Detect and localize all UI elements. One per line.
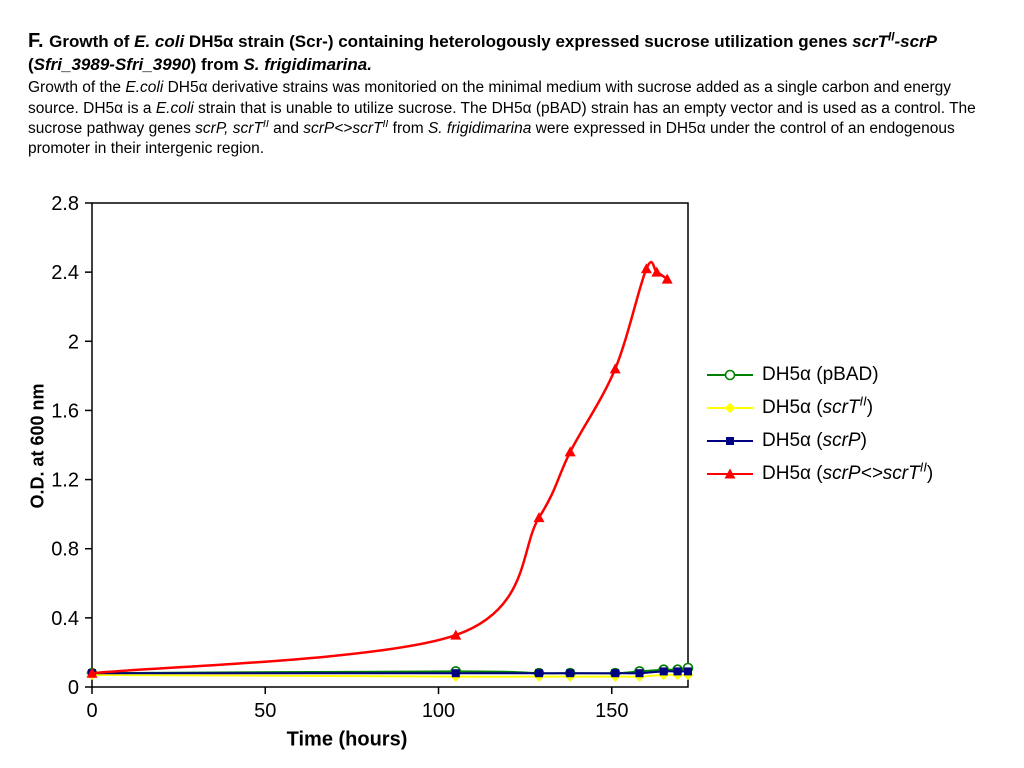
series-marker [661,273,673,284]
legend-swatch [707,468,753,479]
legend-item: DH5α (scrP) [707,430,933,452]
legend-item: DH5α (pBAD) [707,364,933,386]
legend-item: DH5α (scrP<>scrTII) [707,459,934,485]
series-marker [566,669,575,678]
series-marker [611,669,620,678]
x-tick-label: 50 [254,700,276,722]
series-marker [673,667,682,676]
series-line [92,670,688,675]
growth-chart: 0 0.4 0.8 1.2 1.6 2 2.4 2.8 0 50 100 150 [51,193,694,722]
series-marker [635,669,644,678]
legend-swatch [707,402,753,414]
series-marker [86,667,98,678]
series-marker [451,669,460,678]
series-marker [564,446,576,457]
series-marker [533,512,545,523]
x-tick-label: 100 [422,700,455,722]
slide-header: F. Growth of E. coli DH5α strain (Scr-) … [28,28,992,160]
series-line [91,673,688,678]
legend-label: DH5α (scrP) [762,430,867,451]
series-marker [684,667,692,676]
legend-swatch [707,369,753,381]
legend-label: DH5α (pBAD) [762,364,879,385]
y-tick-label: 0.4 [51,608,79,630]
plot-border [91,202,689,688]
y-tick-label: 2.8 [51,193,79,215]
series-marker [640,263,652,274]
y-tick-label: 2 [68,331,79,353]
y-tick-label: 1.2 [51,470,79,492]
legend-item: DH5α (scrTII) [707,393,933,419]
series-marker [724,369,736,381]
series-marker [535,669,543,678]
figure-description: Growth of the E.coli DH5α derivative str… [28,79,976,158]
series-marker [651,266,663,277]
x-axis-title: Time (hours) [286,728,408,751]
y-tick-label: 2.4 [51,262,79,284]
legend-swatch [707,437,753,445]
chart-legend: DH5α (pBAD) DH5α (scrTII) DH5α (scrP) DH5α … [707,364,933,485]
x-tick-label: 0 [86,700,97,722]
series-marker [726,437,734,445]
series-marker [450,629,462,640]
y-axis-title: O.D. at 600 nm [27,383,48,509]
series-line [91,260,668,675]
figure-title: F. Growth of E. coli DH5α strain (Scr-) … [28,30,937,74]
y-tick-label: 0 [68,677,79,699]
series-marker [609,363,621,374]
y-tick-label: 1.6 [51,400,79,422]
y-tick-label: 0.8 [51,539,79,561]
x-tick-label: 150 [595,700,628,722]
series-marker [724,468,736,479]
series-marker [724,402,736,414]
series-marker [659,667,668,676]
legend-label: DH5α (scrP<>scrTII) [762,459,934,484]
legend-label: DH5α (scrTII) [762,393,874,418]
